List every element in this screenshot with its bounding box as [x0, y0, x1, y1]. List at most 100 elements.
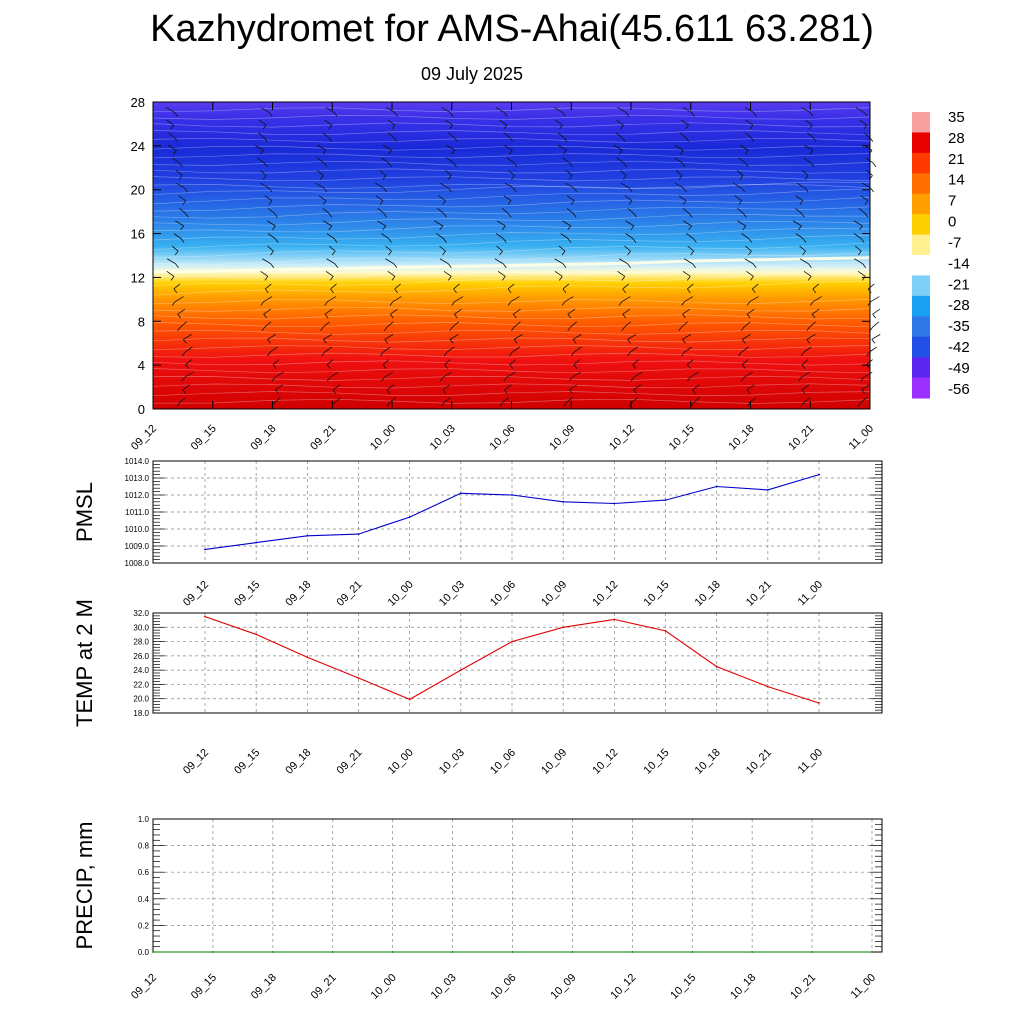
wind-barb [496, 245, 503, 252]
wind-barb-column [553, 107, 582, 407]
isotherm-line [152, 206, 871, 219]
y-tick-label: 20.0 [133, 695, 149, 704]
wind-barb [184, 187, 188, 193]
y-tick-label: 12 [131, 270, 145, 285]
x-tick-label: 09_18 [249, 423, 279, 453]
wind-barb [393, 263, 398, 268]
wind-barb [183, 339, 187, 344]
wind-barb [449, 124, 453, 130]
data-point [562, 626, 565, 629]
wind-barb [171, 157, 180, 164]
isotherm-line [152, 227, 871, 241]
temp2m-panel: 18.0 20.0 22.0 24.0 26.0 28.0 30.0 32.0 09_12 09_… [72, 599, 883, 777]
wind-barb [865, 157, 874, 164]
x-tick-label: 10_15 [668, 972, 698, 1002]
wind-barb [624, 245, 631, 252]
x-tick-label: 10_18 [728, 972, 758, 1002]
wind-barb [746, 389, 751, 395]
wind-barb [744, 132, 752, 138]
wind-barb [503, 195, 512, 202]
wind-barb [379, 351, 384, 357]
wind-barb [261, 326, 266, 332]
wind-barb [179, 397, 187, 403]
wind-barb [507, 283, 515, 290]
wind-barb [508, 170, 515, 176]
wind-barb [453, 162, 457, 168]
wind-barb [259, 170, 267, 176]
wind-barb [447, 175, 452, 180]
wind-barb [507, 288, 512, 294]
x-tick-label: 10_00 [386, 579, 416, 609]
wind-barb [322, 132, 330, 138]
wind-barb [686, 364, 691, 369]
wind-barb [804, 175, 809, 180]
wind-barb [171, 245, 179, 252]
wind-barb [633, 371, 643, 378]
wind-barb [857, 250, 862, 256]
wind-barb [620, 170, 627, 176]
wind-barb [686, 276, 691, 281]
wind-barb [178, 195, 186, 202]
freezing-level-line [152, 256, 871, 274]
wind-barb [383, 213, 388, 218]
wind-barb [809, 301, 814, 306]
wind-barb [693, 397, 700, 403]
wind-barb [447, 276, 452, 281]
y-tick-label: 28.0 [133, 638, 149, 647]
wind-barb [174, 137, 178, 142]
wind-barb [801, 359, 809, 365]
wind-barb [630, 346, 638, 353]
wind-barb [860, 376, 865, 382]
wind-barb [388, 238, 392, 243]
wind-barb [563, 150, 567, 155]
wind-barb [511, 175, 515, 180]
wind-barb [683, 187, 687, 193]
y-tick-label: 20 [131, 183, 145, 198]
wind-barb [801, 371, 810, 378]
data-point [204, 615, 206, 618]
isotherm-line [152, 196, 871, 212]
wind-barb [562, 112, 566, 117]
wind-barb [741, 364, 746, 369]
wind-barb [615, 132, 623, 138]
wind-barb [801, 213, 805, 218]
data-point [766, 489, 769, 491]
wind-barb [444, 364, 448, 369]
wind-barb [499, 250, 503, 256]
wind-barb [379, 200, 384, 205]
wind-barb [748, 250, 752, 256]
wind-barb [388, 150, 392, 155]
data-point [408, 516, 411, 518]
wind-barb [324, 308, 333, 315]
y-tick-label: 1009.0 [125, 542, 150, 551]
plot-frame [152, 818, 883, 953]
wind-barb [681, 119, 689, 126]
wind-barb [386, 402, 391, 407]
x-tick-label: 11_00 [849, 972, 879, 1002]
wind-barb [272, 359, 280, 365]
x-tick-label: 09_12 [129, 972, 159, 1002]
wind-barb [681, 301, 685, 306]
wind-barb [316, 157, 325, 164]
wind-barb [268, 200, 273, 205]
wind-barb [618, 150, 623, 155]
wind-barb [871, 334, 881, 340]
wind-barb [858, 207, 866, 214]
y-axis-title: TEMP at 2 M [72, 599, 97, 727]
wind-barb [854, 245, 862, 252]
x-tick-label: 09_18 [249, 972, 279, 1002]
wind-barb [178, 162, 183, 168]
wind-barb [389, 301, 394, 306]
wind-barb-column [315, 107, 341, 407]
wind-barb [624, 321, 632, 328]
wind-barb [262, 258, 272, 265]
wind-barb [678, 326, 683, 332]
wind-barb [180, 238, 185, 243]
wind-barb [174, 112, 178, 117]
wind-barb [272, 225, 276, 231]
data-point [204, 548, 206, 551]
wind-barb [750, 137, 755, 142]
wind-barb [692, 389, 696, 395]
isotherm-line [152, 234, 871, 251]
wind-barb [173, 283, 181, 290]
